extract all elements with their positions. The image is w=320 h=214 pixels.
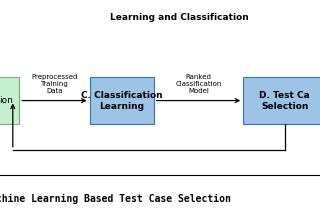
Text: achine Learning Based Test Case Selection: achine Learning Based Test Case Selectio… <box>0 194 231 204</box>
FancyBboxPatch shape <box>243 77 320 124</box>
Text: ion: ion <box>0 96 13 105</box>
Text: Ranked
Classification
Model: Ranked Classification Model <box>175 74 221 94</box>
FancyBboxPatch shape <box>90 77 154 124</box>
Text: Preprocessed
Training
Data: Preprocessed Training Data <box>31 74 77 94</box>
Text: Learning and Classification: Learning and Classification <box>110 13 249 22</box>
Text: D. Test Ca
Selection: D. Test Ca Selection <box>260 91 310 111</box>
Text: C. Classification
Learning: C. Classification Learning <box>81 91 163 111</box>
FancyBboxPatch shape <box>0 77 19 124</box>
